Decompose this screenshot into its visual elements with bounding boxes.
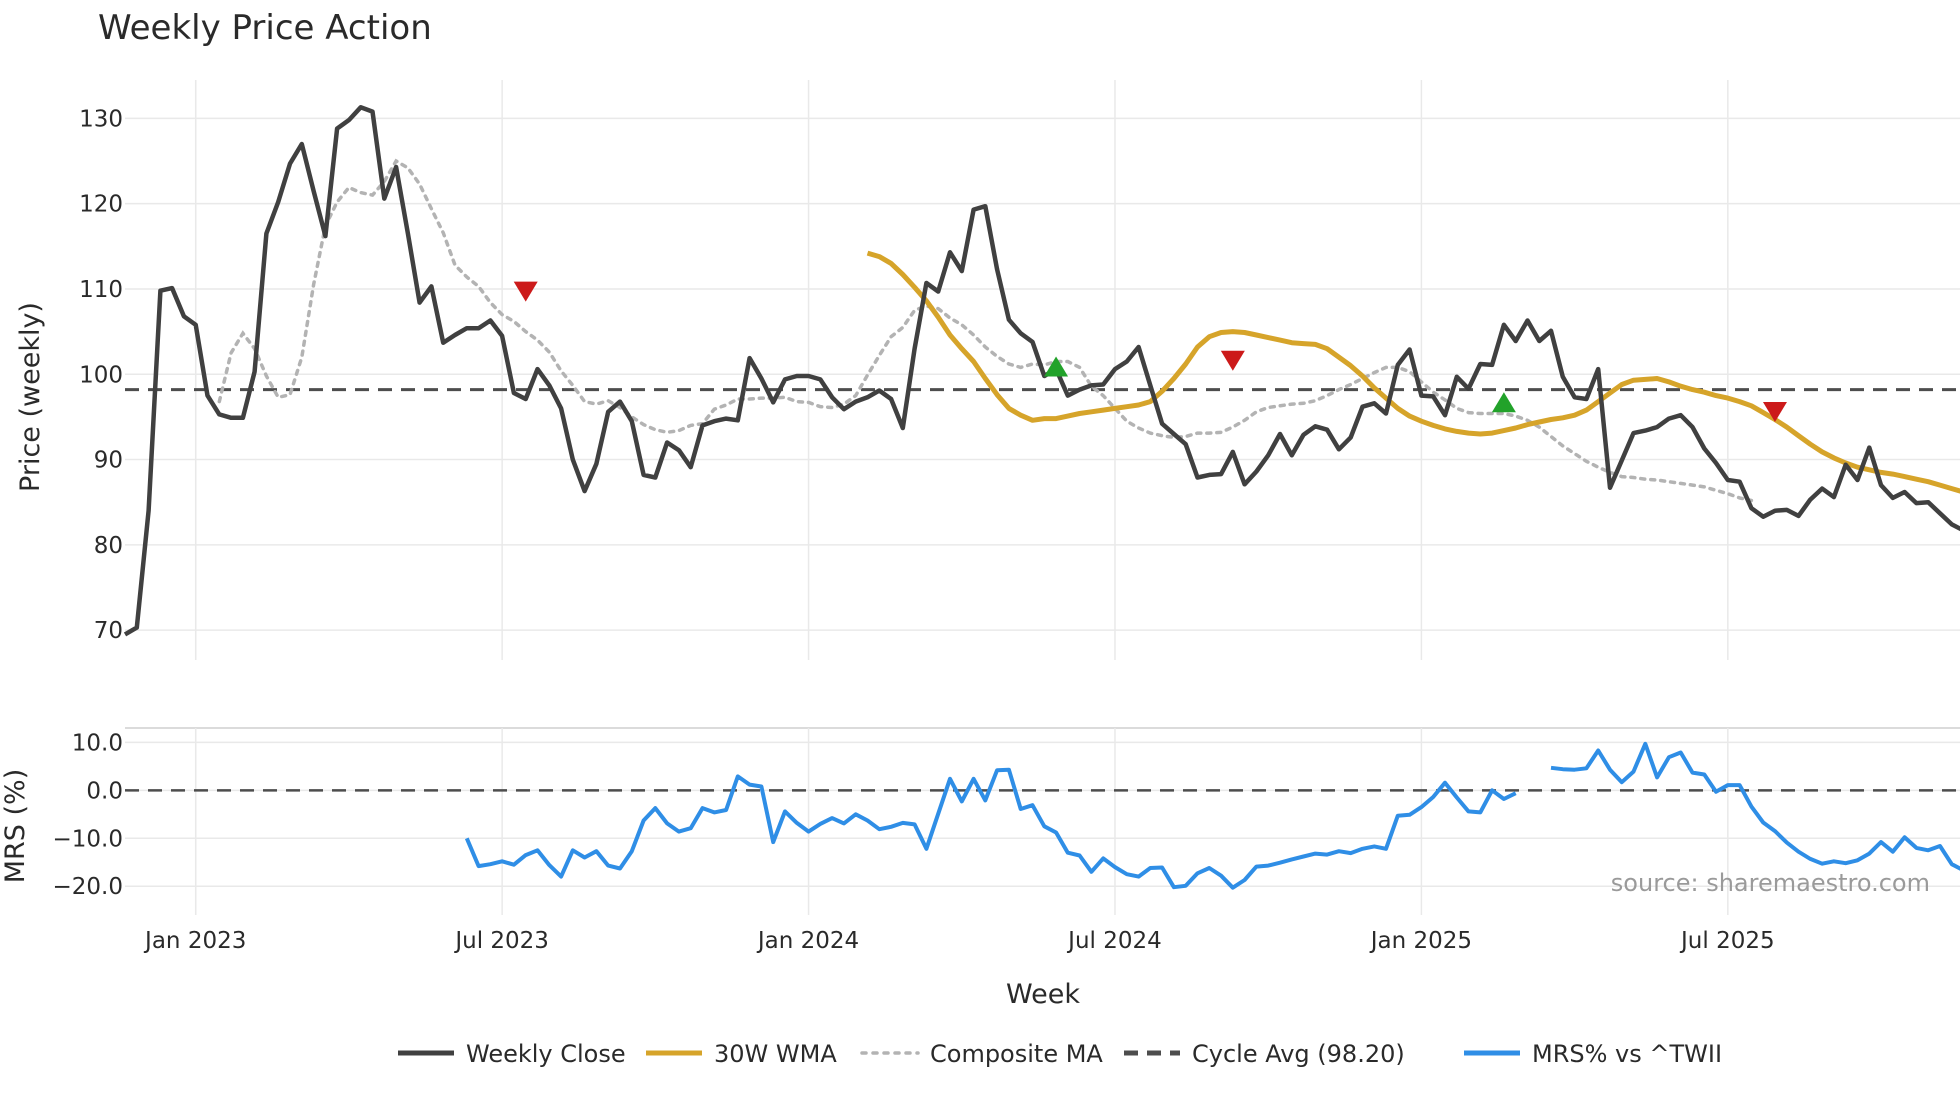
mrs-y-axis-label: MRS (%) <box>0 769 31 884</box>
x-tick-label: Jul 2024 <box>1066 928 1162 954</box>
composite-ma-line <box>217 158 1754 503</box>
mrs-y-tick-label: 10.0 <box>72 730 123 756</box>
price-y-tick-label: 100 <box>79 362 123 388</box>
chart-title: Weekly Price Action <box>98 8 432 48</box>
x-tick-label: Jan 2025 <box>1369 928 1472 954</box>
x-tick-label: Jan 2023 <box>143 928 246 954</box>
sell-signal-marker <box>1762 401 1787 422</box>
price-y-tick-label: 80 <box>94 533 123 559</box>
legend: Weekly Close 30W WMA Composite MA Cycle Avg… <box>398 1040 1722 1068</box>
price-y-tick-label: 70 <box>94 618 123 644</box>
legend-label: 30W WMA <box>714 1040 837 1068</box>
legend-label: Cycle Avg (98.20) <box>1192 1040 1405 1068</box>
source-label: source: sharemaestro.com <box>1611 869 1930 897</box>
mrs-panel: 10.0 0.0 −10.0 −20.0 MRS (%) source: sharem… <box>0 727 1960 915</box>
price-y-tick-label: 90 <box>94 448 123 474</box>
price-y-tick-label: 120 <box>79 192 123 218</box>
x-tick-label: Jan 2024 <box>756 928 859 954</box>
x-axis-label: Week <box>1006 979 1080 1010</box>
legend-label: Weekly Close <box>466 1040 626 1068</box>
wma-30w-line <box>866 250 1960 494</box>
sell-signal-marker <box>1220 350 1245 371</box>
mrs-y-tick-label: −20.0 <box>53 874 123 900</box>
buy-signal-marker <box>1491 392 1516 413</box>
legend-label: MRS% vs ^TWII <box>1532 1040 1722 1068</box>
price-panel: 70 80 90 100 110 120 130 Price (weekly) <box>15 80 1960 660</box>
price-y-tick-label: 130 <box>79 106 123 132</box>
price-y-axis-label: Price (weekly) <box>15 302 46 492</box>
mrs-y-tick-label: −10.0 <box>53 826 123 852</box>
weekly-close-line <box>123 105 1960 637</box>
x-tick-label: Jul 2023 <box>453 928 549 954</box>
buy-signal-marker <box>1044 356 1069 377</box>
legend-label: Composite MA <box>930 1040 1103 1068</box>
mrs-y-tick-label: 0.0 <box>86 778 123 804</box>
mrs-line <box>464 741 1960 890</box>
price-y-tick-label: 110 <box>79 277 123 303</box>
sell-signal-marker <box>513 281 538 302</box>
x-tick-label: Jul 2025 <box>1679 928 1775 954</box>
